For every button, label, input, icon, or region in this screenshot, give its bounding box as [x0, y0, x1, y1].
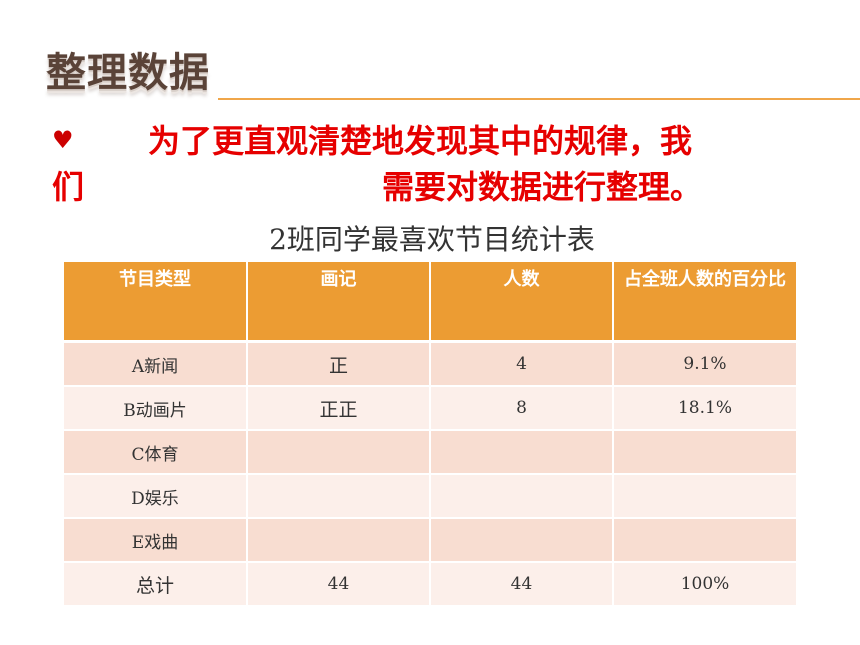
table-row-total: 总计 44 44 100%	[64, 562, 796, 607]
cell-count: 44	[430, 562, 614, 607]
table-row: B动画片 正正 8 18.1%	[64, 386, 796, 431]
header-tally: 画记	[247, 262, 431, 343]
cell-percent	[613, 430, 796, 475]
cell-type: D娱乐	[64, 474, 248, 519]
table-caption-text: 2班同学最喜欢节目统计表	[269, 223, 595, 256]
table-row: A新闻 正 4 9.1%	[64, 341, 796, 387]
cell-count	[430, 430, 614, 475]
cell-percent: 9.1%	[613, 341, 796, 387]
statistics-table: 节目类型 画记 人数 占全班人数的百分比 A新闻 正 4 9.1% B动画片 正…	[64, 262, 796, 607]
cell-count: 4	[430, 341, 614, 387]
header-count: 人数	[430, 262, 614, 343]
cell-count: 8	[430, 386, 614, 431]
cell-percent: 18.1%	[613, 386, 796, 431]
heart-icon: ♥	[52, 126, 74, 154]
cell-tally	[247, 518, 431, 563]
cell-percent	[613, 518, 796, 563]
cell-type: A新闻	[64, 341, 248, 387]
table-row: E戏曲	[64, 518, 796, 563]
header-program-type: 节目类型	[64, 262, 248, 343]
paragraph-line-1: 为了更直观清楚地发现其中的规律，我	[148, 122, 693, 160]
cell-tally	[247, 474, 431, 519]
cell-tally: 44	[247, 562, 431, 607]
paragraph-line-2-end: 需要对数据进行整理。	[382, 168, 703, 206]
cell-percent	[613, 474, 796, 519]
paragraph-line-2-start: 们	[52, 168, 85, 206]
table-caption: 2班同学最喜欢节目统计表	[0, 218, 860, 258]
table-row: D娱乐	[64, 474, 796, 519]
cell-tally: 正正	[247, 386, 431, 431]
cell-count	[430, 474, 614, 519]
header-percentage: 占全班人数的百分比	[613, 262, 796, 343]
cell-tally: 正	[247, 341, 431, 387]
cell-type: E戏曲	[64, 518, 248, 563]
title-divider	[218, 98, 860, 100]
cell-tally	[247, 430, 431, 475]
cell-type: B动画片	[64, 386, 248, 431]
slide-title: 整理数据	[46, 50, 210, 96]
cell-count	[430, 518, 614, 563]
cell-type: C体育	[64, 430, 248, 475]
cell-type: 总计	[64, 562, 248, 607]
cell-percent: 100%	[613, 562, 796, 607]
table-header-row: 节目类型 画记 人数 占全班人数的百分比	[64, 262, 796, 343]
table-row: C体育	[64, 430, 796, 475]
